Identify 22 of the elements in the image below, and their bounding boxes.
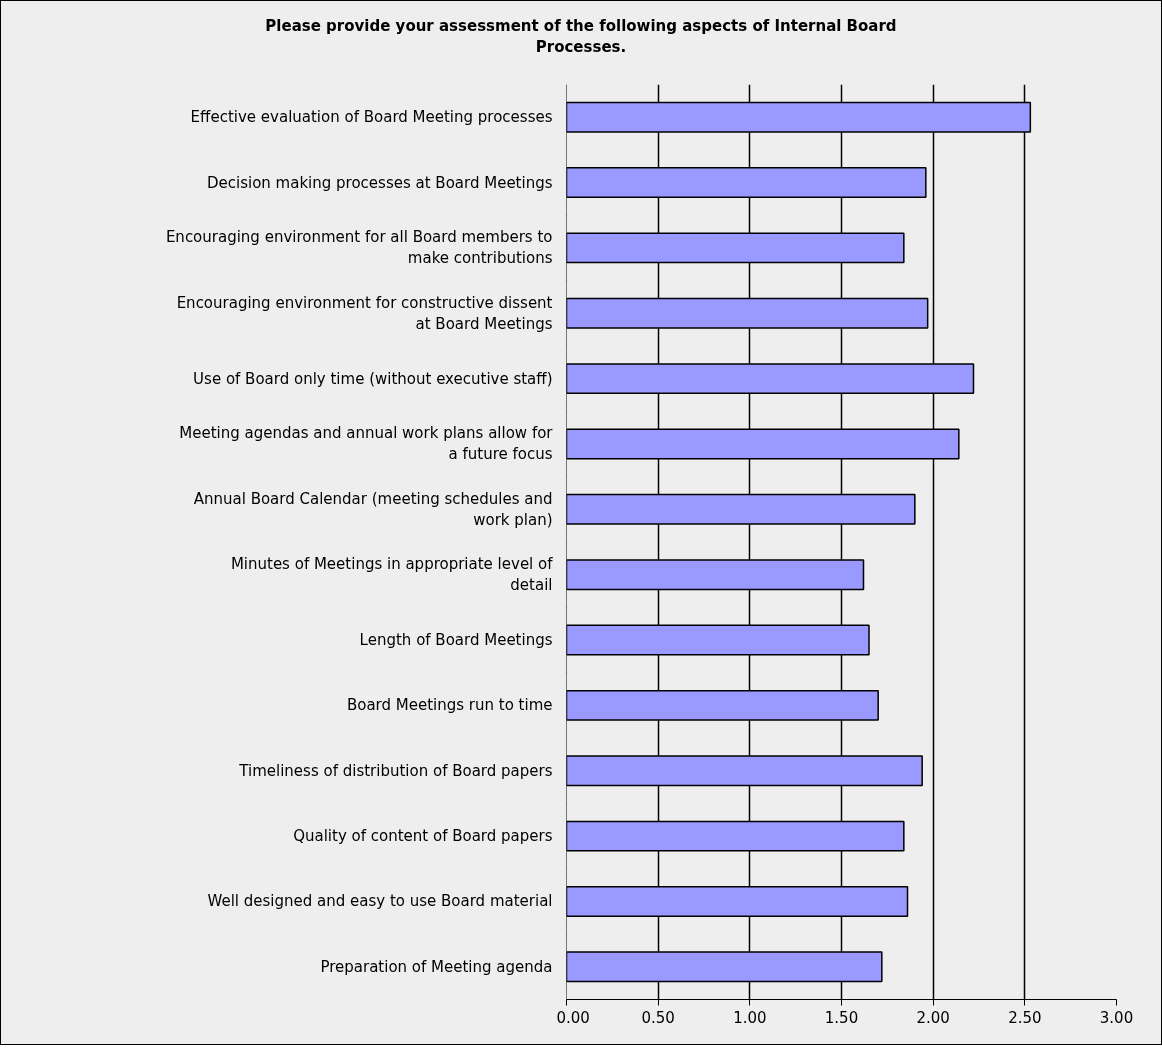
y-tick-label: Timeliness of distribution of Board papers bbox=[238, 761, 553, 780]
y-tick-label: Preparation of Meeting agenda bbox=[320, 957, 553, 976]
y-tick-label: Well designed and easy to use Board material bbox=[207, 892, 553, 911]
chart-title: Please provide your assessment of the following aspects of Internal Board Processes. bbox=[264, 16, 898, 59]
x-tick-label: 0.50 bbox=[641, 1008, 675, 1027]
y-tick-label: Quality of content of Board papers bbox=[293, 826, 553, 845]
y-tick-label: Decision making processes at Board Meetings bbox=[206, 173, 553, 192]
y-tick-label: Use of Board only time (without executive staff) bbox=[193, 369, 553, 388]
y-tick-label: Effective evaluation of Board Meeting processes bbox=[190, 108, 553, 127]
y-tick-label: Encouraging environment for constructive dissent at Board Meetings bbox=[176, 293, 553, 333]
y-tick-label: Minutes of Meetings in appropriate level of detail bbox=[230, 555, 554, 595]
x-tick-label: 0.00 bbox=[556, 1008, 590, 1027]
x-tick-label: 1.00 bbox=[733, 1008, 767, 1027]
y-tick-label: Length of Board Meetings bbox=[359, 630, 553, 649]
y-tick-label: Meeting agendas and annual work plans allow for a future focus bbox=[179, 424, 554, 464]
x-tick-label: 2.00 bbox=[916, 1008, 950, 1027]
x-tick-label: 1.50 bbox=[824, 1008, 859, 1027]
y-tick-label: Board Meetings run to time bbox=[346, 696, 553, 715]
x-tick-label: 3.00 bbox=[1099, 1008, 1134, 1027]
y-tick-label: Encouraging environment for all Board members to make contributions bbox=[165, 228, 553, 268]
x-tick-label: 2.50 bbox=[1008, 1008, 1042, 1027]
y-tick-label: Annual Board Calendar (meeting schedules and work plan) bbox=[193, 489, 553, 529]
